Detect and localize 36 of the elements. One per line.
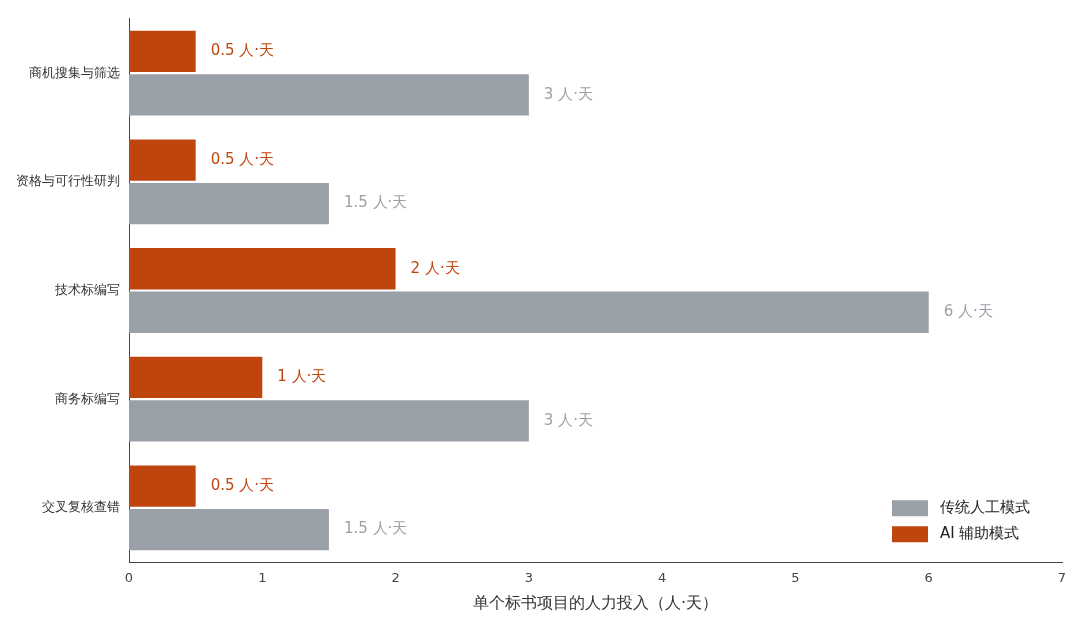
y-tick-label: 商机搜集与筛选 — [29, 64, 120, 80]
bar — [129, 291, 929, 333]
y-tick-label: 技术标编写 — [54, 281, 120, 297]
data-label: 0.5 人·天 — [210, 41, 275, 60]
data-label: 2 人·天 — [410, 258, 460, 277]
x-tick-label: 5 — [791, 570, 800, 586]
x-tick-label: 6 — [924, 570, 933, 586]
bar — [129, 508, 329, 551]
x-axis-title: 单个标书项目的人力投入（人·天） — [472, 592, 719, 612]
bar — [129, 30, 196, 73]
data-label: 1.5 人·天 — [343, 519, 408, 538]
bar — [129, 74, 529, 116]
x-tick-label: 4 — [658, 570, 667, 586]
data-label: 0.5 人·天 — [210, 149, 275, 168]
y-tick-label: 资格与可行性研判 — [16, 173, 120, 189]
data-label: 3 人·天 — [543, 84, 593, 103]
data-label: 1 人·天 — [277, 367, 327, 386]
bar — [129, 139, 196, 181]
x-tick-label: 1 — [258, 570, 267, 586]
x-tick-label: 7 — [1057, 570, 1067, 586]
x-tick-label: 3 — [524, 570, 533, 586]
x-tick-label: 2 — [391, 570, 400, 586]
data-label: 3 人·天 — [543, 410, 593, 429]
bar — [129, 465, 196, 507]
y-tick-label: 交叉复核查错 — [42, 499, 120, 515]
data-label: 1.5 人·天 — [343, 193, 408, 212]
data-label: 6 人·天 — [943, 302, 993, 321]
bar — [129, 182, 329, 225]
data-label: 0.5 人·天 — [210, 476, 275, 495]
legend-label: AI 辅助模式 — [940, 524, 1020, 543]
legend-label: 传统人工模式 — [940, 498, 1030, 517]
x-tick-label: 0 — [124, 570, 134, 586]
y-tick-label: 商务标编写 — [55, 390, 120, 406]
bar — [129, 248, 396, 290]
bar — [129, 400, 529, 442]
bar — [129, 356, 263, 399]
